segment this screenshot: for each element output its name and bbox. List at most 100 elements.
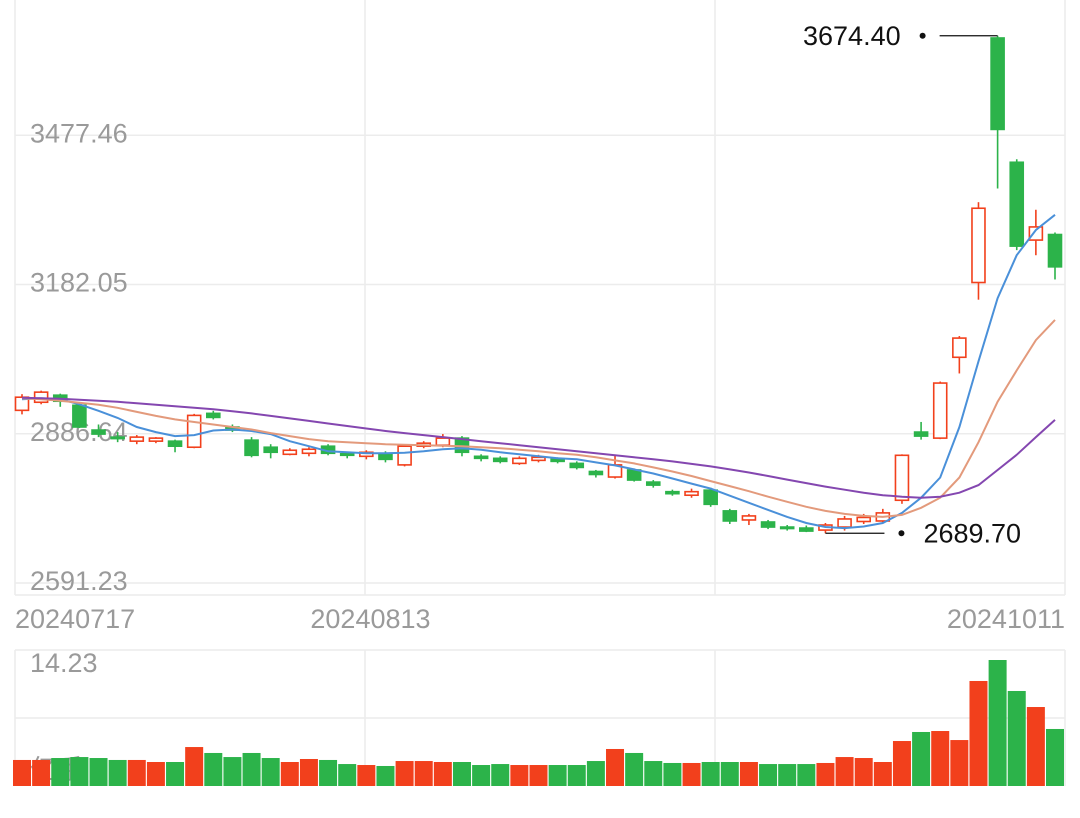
candle-body: [741, 515, 757, 521]
candle-body: [512, 457, 527, 465]
volume-bar: [414, 761, 433, 786]
candle-body: [531, 456, 546, 462]
volume-bar: [395, 761, 414, 786]
candle-body: [1009, 161, 1025, 247]
candle-body: [990, 37, 1005, 131]
candle-body: [339, 452, 355, 457]
volume-bar: [816, 762, 835, 786]
volume-bar: [586, 761, 605, 786]
volume-bar: [491, 764, 510, 786]
volume-bar: [319, 759, 338, 786]
volume-bar: [261, 758, 280, 786]
candle-body: [932, 382, 948, 439]
volume-bar: [1026, 707, 1045, 786]
candle-body: [588, 470, 604, 476]
volume-bar: [778, 764, 797, 786]
annotation-dot: [898, 530, 905, 537]
candle-body: [110, 436, 125, 440]
volume-bar: [663, 762, 682, 786]
y-tick-label: 3477.46: [30, 118, 128, 148]
volume-bar: [472, 765, 491, 786]
volume-bar: [510, 765, 529, 786]
candle-body: [129, 436, 145, 442]
candle-body: [665, 490, 680, 495]
candle-body: [952, 337, 967, 359]
candle-body: [799, 527, 814, 532]
annotation-label: 2689.70: [923, 518, 1021, 548]
volume-bar: [797, 764, 816, 786]
candle-body: [1028, 226, 1044, 241]
candle-body: [684, 490, 699, 497]
candle-body: [856, 516, 872, 523]
volume-bar: [338, 764, 357, 786]
candle-body: [913, 431, 929, 437]
x-tick-label: 20240813: [310, 604, 430, 634]
volume-bar: [1046, 728, 1064, 786]
volume-bar: [204, 752, 223, 786]
volume-bar: [357, 765, 376, 786]
volume-bar: [701, 762, 720, 786]
candle-body: [722, 510, 738, 522]
candle-body: [626, 469, 642, 481]
volume-tick-label: 14.23: [30, 648, 98, 678]
volume-bar: [950, 740, 969, 786]
volume-bar: [70, 757, 89, 786]
candle-body: [186, 414, 202, 449]
volume-bar: [739, 762, 758, 786]
volume-bar: [32, 759, 51, 786]
candle-body: [703, 489, 718, 506]
candle-body: [779, 526, 795, 530]
x-tick-label: 20240717: [15, 604, 135, 634]
volume-bar: [452, 762, 471, 786]
volume-bar: [13, 759, 31, 786]
x-tick-label: 20241011: [947, 604, 1065, 634]
annotation-dot: [919, 32, 926, 39]
volume-bar: [969, 680, 988, 786]
ma-line: [21, 396, 1056, 499]
ma-line: [21, 319, 1056, 518]
volume-bar: [299, 758, 318, 786]
candle-body: [282, 449, 298, 456]
candle-body: [435, 437, 451, 446]
volume-bar: [682, 762, 701, 786]
volume-bar: [223, 757, 242, 786]
volume-bar: [548, 765, 567, 786]
candle-body: [263, 446, 278, 454]
candle-body: [569, 462, 585, 469]
candle-body: [14, 396, 30, 412]
volume-bar: [529, 765, 548, 786]
volume-bar: [835, 757, 854, 786]
candle-body: [550, 458, 565, 463]
volume-bar: [185, 747, 204, 786]
candle-body: [760, 521, 776, 528]
volume-bar: [280, 762, 299, 786]
candle-body: [837, 518, 852, 528]
volume-bar: [1007, 690, 1026, 786]
candle-body: [1047, 233, 1063, 268]
volume-bar: [912, 731, 931, 786]
candle-body: [971, 207, 986, 284]
volume-bar: [242, 752, 261, 786]
volume-bar: [759, 764, 778, 786]
candle-body: [894, 454, 910, 502]
volume-bar: [567, 765, 586, 786]
candle-body: [397, 445, 412, 466]
candle-body: [167, 440, 183, 448]
candle-body: [645, 481, 661, 486]
y-tick-label: 3182.05: [30, 268, 128, 298]
candle-body: [301, 448, 317, 455]
candle-body: [148, 437, 164, 442]
candle-body: [244, 439, 259, 457]
annotation-label: 3674.40: [803, 21, 901, 51]
candle-body: [91, 429, 106, 435]
volume-bar: [127, 759, 146, 786]
volume-bar: [89, 758, 108, 786]
volume-bar: [720, 762, 739, 786]
candle-body: [72, 404, 87, 428]
volume-bar: [873, 762, 892, 786]
volume-bar: [854, 758, 873, 786]
volume-bar: [644, 761, 663, 786]
volume-bar: [892, 741, 911, 786]
